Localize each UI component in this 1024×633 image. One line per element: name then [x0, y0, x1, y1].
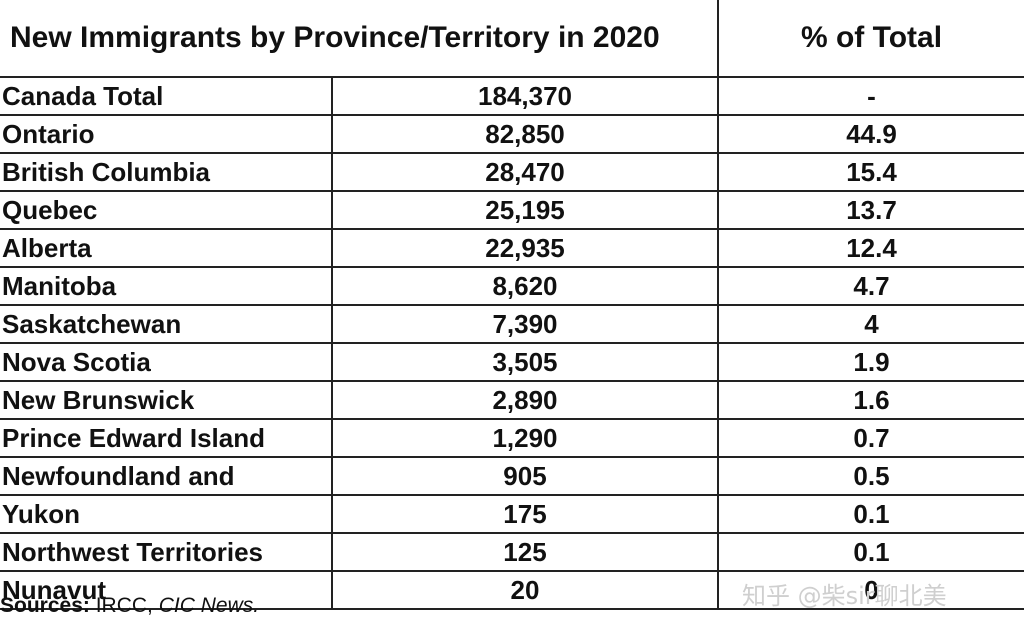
table-row: Northwest Territories 125 0.1	[0, 533, 1024, 572]
immigration-table-container: New Immigrants by Province/Territory in …	[0, 0, 1024, 610]
immigrants-cell: 3,505	[332, 343, 719, 382]
source-italic: CIC News.	[158, 594, 260, 617]
percent-cell: 0	[718, 571, 1024, 610]
percent-cell: 0.5	[718, 457, 1024, 496]
percent-cell: 0.1	[718, 495, 1024, 534]
province-cell: New Brunswick	[0, 381, 333, 420]
table-row: Manitoba 8,620 4.7	[0, 267, 1024, 306]
table-row: Ontario 82,850 44.9	[0, 115, 1024, 154]
table-row: New Brunswick 2,890 1.6	[0, 381, 1024, 420]
percent-cell: 0.7	[718, 419, 1024, 458]
immigrants-cell: 82,850	[332, 115, 719, 154]
province-cell: Quebec	[0, 191, 333, 230]
table-row: Newfoundland and 905 0.5	[0, 457, 1024, 496]
province-cell: Nova Scotia	[0, 343, 333, 382]
table-row: Quebec 25,195 13.7	[0, 191, 1024, 230]
table-header-row: New Immigrants by Province/Territory in …	[0, 0, 1024, 78]
percent-cell: 4.7	[718, 267, 1024, 306]
table-body: Canada Total 184,370- Ontario 82,850 44.9 Bri…	[0, 77, 1024, 610]
province-cell: Northwest Territories	[0, 533, 333, 572]
header-percent: % of Total	[717, 0, 1024, 78]
province-cell: Saskatchewan	[0, 305, 333, 344]
table-row: Prince Edward Island 1,290 0.7	[0, 419, 1024, 458]
immigrants-cell: 175	[332, 495, 719, 534]
table-row: Nova Scotia 3,505 1.9	[0, 343, 1024, 382]
immigrants-cell: 905	[332, 457, 719, 496]
source-text: IRCC,	[89, 594, 159, 617]
province-cell: Canada Total	[0, 77, 333, 116]
immigrants-cell: 125	[332, 533, 719, 572]
immigrants-cell: 8,620	[332, 267, 719, 306]
table-row: Saskatchewan 7,390 4	[0, 305, 1024, 344]
province-cell: Newfoundland and	[0, 457, 333, 496]
percent-cell: 15.4	[718, 153, 1024, 192]
percent-cell: 12.4	[718, 229, 1024, 268]
percent-cell: 1.6	[718, 381, 1024, 420]
watermark: 知乎 @柴sir聊北美	[742, 582, 947, 610]
table-row: British Columbia 28,470 15.4	[0, 153, 1024, 192]
province-cell: Alberta	[0, 229, 333, 268]
province-cell: British Columbia	[0, 153, 333, 192]
percent-cell: 4	[718, 305, 1024, 344]
immigrants-cell: 7,390	[332, 305, 719, 344]
percent-cell: -	[718, 77, 1024, 116]
percent-cell: 44.9	[718, 115, 1024, 154]
immigrants-cell: 2,890	[332, 381, 719, 420]
immigrants-cell: 25,195	[332, 191, 719, 230]
table-row: Alberta 22,935 12.4	[0, 229, 1024, 268]
table-row: Yukon 175 0.1	[0, 495, 1024, 534]
immigrants-cell: 20	[332, 571, 719, 610]
table-row: Nunavut 20 0	[0, 571, 1024, 610]
province-cell: Yukon	[0, 495, 333, 534]
immigrants-cell: 22,935	[332, 229, 719, 268]
percent-cell: 13.7	[718, 191, 1024, 230]
immigrants-cell: 28,470	[332, 153, 719, 192]
table-row: Canada Total 184,370-	[0, 77, 1024, 116]
province-cell: Nunavut	[0, 571, 333, 610]
percent-cell: 0.1	[718, 533, 1024, 572]
percent-cell: 1.9	[718, 343, 1024, 382]
province-cell: Ontario	[0, 115, 333, 154]
header-title: New Immigrants by Province/Territory in …	[0, 0, 718, 78]
source-label: Sources:	[0, 594, 90, 617]
source-note: Sources: IRCC, CIC News.	[0, 594, 259, 618]
immigration-table: New Immigrants by Province/Territory in …	[0, 0, 1024, 610]
immigrants-cell: 184,370	[332, 77, 719, 116]
immigrants-cell: 1,290	[332, 419, 719, 458]
province-cell: Prince Edward Island	[0, 419, 333, 458]
province-cell: Manitoba	[0, 267, 333, 306]
